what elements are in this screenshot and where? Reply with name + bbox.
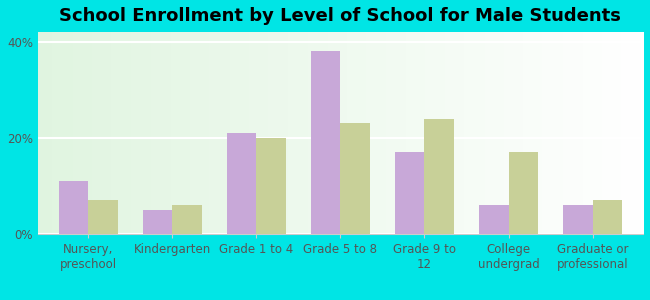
Bar: [143, 210, 172, 234]
Bar: [256, 138, 286, 234]
Bar: [395, 152, 424, 234]
Bar: [341, 123, 370, 234]
Bar: [593, 200, 622, 234]
Bar: [311, 51, 341, 234]
Bar: [563, 205, 593, 234]
Title: School Enrollment by Level of School for Male Students: School Enrollment by Level of School for…: [60, 7, 621, 25]
Bar: [172, 205, 202, 234]
Bar: [479, 205, 508, 234]
Bar: [227, 133, 256, 234]
Bar: [508, 152, 538, 234]
Bar: [424, 118, 454, 234]
Bar: [88, 200, 118, 234]
Bar: [58, 181, 88, 234]
